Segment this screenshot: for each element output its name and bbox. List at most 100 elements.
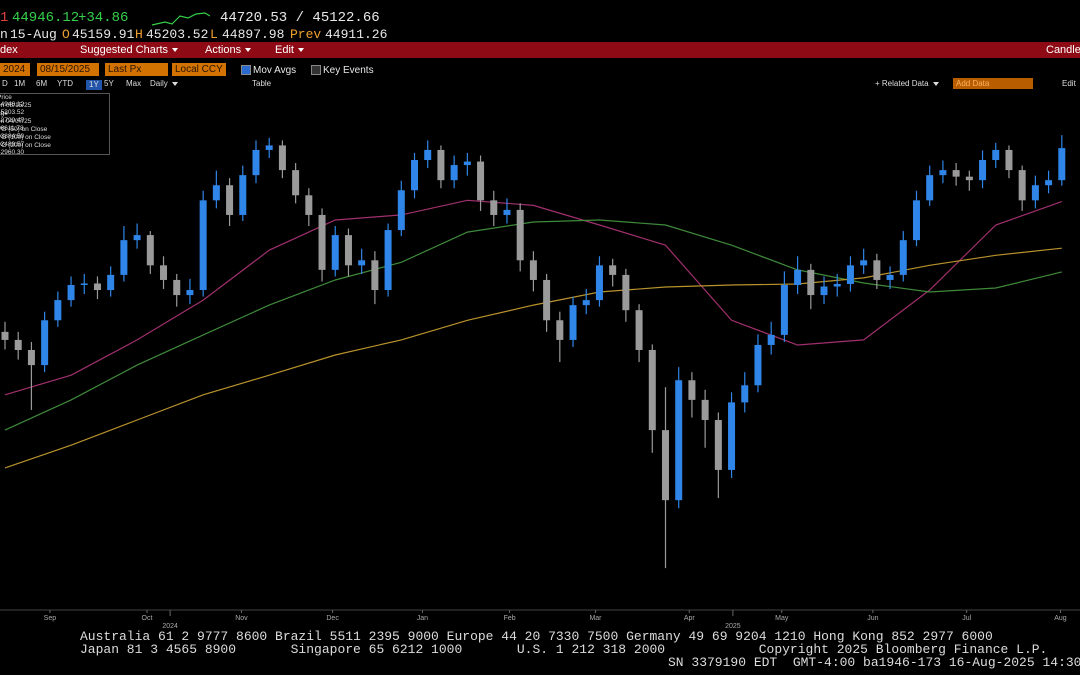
candle-body	[14, 339, 22, 350]
related-data[interactable]: + Related Data	[875, 80, 939, 88]
legend-label: Price	[0, 94, 12, 101]
x-tick-label: Nov	[235, 615, 248, 622]
last-price: 44946.12	[12, 10, 80, 26]
table-button[interactable]: Table	[252, 79, 272, 88]
candle-body	[622, 274, 630, 311]
candle-body	[899, 240, 907, 275]
legend-value: 43884.50	[0, 133, 25, 140]
candle-body	[358, 260, 366, 266]
candle-body	[846, 265, 854, 284]
candle-body	[556, 320, 564, 340]
candle-body	[27, 349, 35, 366]
candle-body	[384, 230, 392, 291]
currency-select[interactable]: Local CCY	[172, 63, 226, 76]
candle-body	[252, 149, 260, 176]
price-change: +34.86	[78, 10, 129, 26]
legend-value: 42729.47	[0, 117, 25, 124]
period-button[interactable]: 5Y	[104, 79, 114, 88]
index-field[interactable]: dex	[0, 44, 18, 56]
candle-body	[1, 331, 9, 340]
candle-body	[965, 176, 973, 181]
end-date[interactable]: 08/15/2025	[37, 63, 99, 76]
candle-body	[675, 380, 683, 501]
footer-line: SN 3379190 EDT GMT-4:00 ba1946-173 16-Au…	[668, 655, 1080, 670]
candle-body	[411, 160, 419, 191]
checkbox[interactable]	[311, 65, 321, 75]
candle-body	[133, 235, 141, 241]
menu-bar	[0, 42, 1080, 58]
candle-body	[860, 260, 868, 266]
footer-line: Japan 81 3 4565 8900 Singapore 65 6212 1…	[80, 642, 1048, 657]
candle-body	[516, 209, 524, 261]
period-button[interactable]: 1M	[14, 79, 26, 88]
candle-body	[67, 284, 75, 301]
candle-body	[80, 283, 88, 285]
prev-value: 44911.26	[325, 27, 388, 42]
candle-body	[1005, 149, 1013, 171]
label: + Related Data	[875, 79, 929, 88]
field-select[interactable]: Last Px	[105, 63, 168, 76]
candle-body	[93, 283, 101, 291]
mov-avgs[interactable]: Mov Avgs	[253, 65, 297, 76]
actions-menu[interactable]: Actions	[205, 45, 252, 56]
add-data[interactable]: Add Data	[953, 78, 1033, 89]
start-date[interactable]: 2024	[0, 63, 30, 76]
candle-body	[992, 149, 1000, 161]
period-button[interactable]: D	[2, 79, 8, 88]
x-tick-label: Apr	[684, 615, 696, 622]
candle-body	[807, 269, 815, 296]
candle-body	[939, 170, 947, 176]
x-tick-label: Oct	[142, 615, 153, 622]
x-tick-label: Jul	[962, 615, 971, 622]
quote-date: 15-Aug	[10, 27, 57, 42]
suggested-charts[interactable]: Suggested Charts	[80, 45, 179, 56]
candle-body	[833, 283, 841, 287]
caret	[297, 48, 304, 53]
legend-value: 36611.78	[0, 125, 24, 132]
period-button[interactable]: Max	[126, 79, 142, 88]
period-button[interactable]: YTD	[57, 79, 73, 88]
frequency[interactable]: Daily	[150, 80, 178, 88]
candle-body	[979, 160, 987, 181]
candle-body	[437, 149, 445, 181]
footer-line: Australia 61 2 9777 8600 Brazil 5511 239…	[80, 629, 993, 644]
checkbox[interactable]	[241, 65, 251, 75]
candle-body	[728, 402, 736, 470]
caret	[245, 48, 252, 53]
edit-button[interactable]: Edit	[1062, 79, 1076, 88]
candle-body	[595, 265, 603, 301]
candle-body	[120, 240, 128, 275]
candle-body	[397, 190, 405, 231]
candle-body	[305, 195, 313, 215]
legend-value: 42960.30	[0, 149, 25, 156]
caret	[172, 48, 179, 53]
period-button[interactable]: 1Y	[86, 80, 102, 90]
caret	[932, 81, 939, 86]
candle-body	[543, 279, 551, 321]
year-label: 2025	[725, 623, 741, 630]
chart-type[interactable]: Candle	[1046, 44, 1080, 56]
candle-body	[54, 300, 62, 321]
candle-body	[477, 161, 485, 201]
x-tick-label: Aug	[1054, 615, 1067, 622]
legend-row: VG (100) on Close42489.57	[0, 134, 109, 148]
candle-body	[529, 260, 537, 280]
candle-body	[701, 399, 709, 421]
x-tick-label: Mar	[589, 615, 602, 622]
candle-body	[926, 175, 934, 201]
legend-label: on 04/07/25	[0, 118, 32, 125]
legend-row: age42729.47	[0, 110, 109, 124]
candle-body	[662, 430, 669, 501]
period-button[interactable]: 6M	[36, 79, 48, 88]
x-tick-label: May	[775, 615, 789, 622]
candle-body	[1018, 170, 1026, 201]
edit-menu[interactable]: Edit	[275, 45, 304, 56]
legend-value: 42489.57	[0, 141, 25, 148]
candle-body	[199, 200, 207, 291]
key-events[interactable]: Key Events	[323, 65, 374, 76]
low-label: L	[210, 27, 218, 42]
candle-body	[226, 185, 234, 215]
